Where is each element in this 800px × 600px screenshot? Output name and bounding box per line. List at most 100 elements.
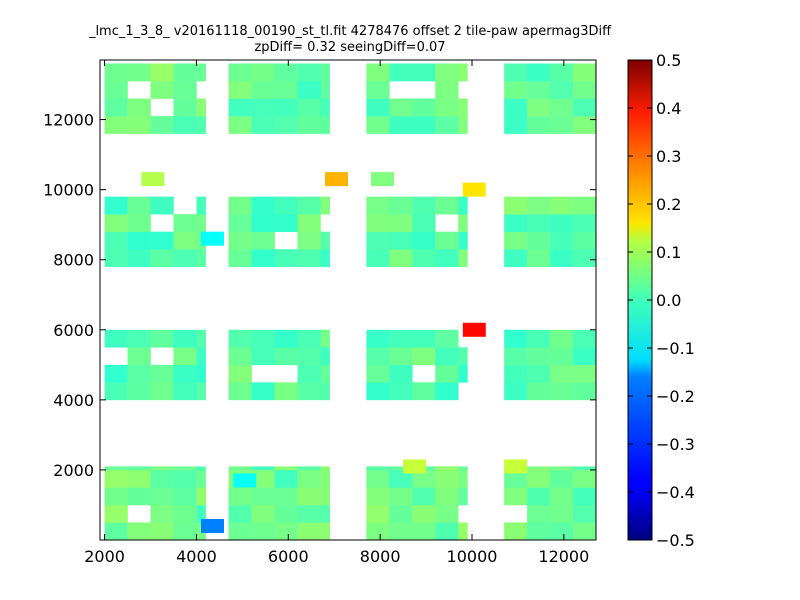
heatmap-cell	[412, 231, 436, 250]
heatmap-cell	[274, 116, 298, 134]
heatmap-cell	[320, 329, 330, 348]
heatmap-cell	[573, 249, 596, 268]
heatmap-cell	[435, 98, 459, 117]
heatmap-cell	[412, 469, 436, 488]
colorbar-axis: 0.5 0.4 0.3 0.2 0.1 0.0 −0.1 −0.2 −0.3 −0.4 −0.5	[628, 51, 695, 550]
heatmap-cell	[504, 347, 528, 366]
heatmap-cell	[320, 487, 330, 506]
heatmap-cell	[320, 63, 330, 82]
heatmap-cell-outlier	[325, 172, 348, 187]
heatmap-cell	[435, 249, 459, 268]
heatmap-cell	[412, 504, 436, 523]
heatmap-cell	[320, 469, 330, 488]
heatmap-cell-outlier	[233, 473, 257, 488]
heatmap-cell	[435, 347, 459, 366]
heatmap-cell	[389, 487, 413, 506]
heatmap-cell	[297, 81, 321, 99]
heatmap-cell	[412, 522, 436, 540]
heatmap-cell-outlier	[504, 459, 528, 474]
heatmap-cell	[104, 382, 128, 401]
heatmap-cell	[527, 487, 551, 506]
heatmap-cell	[173, 469, 197, 488]
heatmap-cell	[435, 231, 459, 250]
heatmap-cell	[527, 364, 551, 383]
heatmap-cell	[435, 469, 459, 488]
heatmap-cell	[228, 214, 252, 232]
heatmap-cell	[389, 98, 413, 117]
heatmap-cell	[104, 249, 128, 268]
heatmap-cell	[228, 487, 252, 506]
colorbar-tick-label: 0.4	[656, 99, 681, 118]
heatmap-cell	[550, 487, 574, 506]
heatmap-cell	[366, 249, 390, 268]
heatmap-cell	[196, 196, 206, 215]
heatmap-cell	[196, 116, 206, 134]
heatmap-cell	[150, 364, 174, 383]
heatmap-cell	[320, 382, 330, 401]
heatmap-cell	[104, 63, 128, 82]
heatmap-cell	[366, 364, 390, 383]
heatmap-cell	[366, 329, 390, 348]
chart-subtitle: zpDiff= 0.32 seeingDiff=0.07	[254, 40, 446, 55]
heatmap-cell	[458, 522, 468, 540]
heatmap-cell	[150, 487, 174, 506]
heatmap-cell	[527, 196, 551, 215]
heatmap-cell	[320, 347, 330, 366]
heatmap-cell	[573, 347, 596, 366]
heatmap-cell	[173, 522, 197, 540]
heatmap-cell	[389, 504, 413, 523]
heatmap-cell	[550, 347, 574, 366]
heatmap-cell	[320, 522, 330, 540]
heatmap-cell	[274, 504, 298, 523]
heatmap-cell	[412, 347, 436, 366]
heatmap-cell	[127, 249, 151, 268]
heatmap-cell	[150, 116, 174, 134]
heatmap-cell	[251, 231, 275, 250]
heatmap-cell	[274, 249, 298, 268]
heatmap-cell	[527, 382, 551, 401]
heatmap-cell	[228, 329, 252, 348]
y-tick-label: 8000	[53, 251, 94, 270]
colorbar-tick-label: 0.3	[656, 147, 681, 166]
heatmap-cell	[274, 214, 298, 232]
heatmap-cell	[297, 469, 321, 488]
heatmap-cell	[104, 522, 128, 540]
heatmap-cell	[297, 504, 321, 523]
heatmap-cell	[297, 231, 321, 250]
heatmap-cell	[150, 522, 174, 540]
heatmap-cell	[504, 196, 528, 215]
heatmap-cell	[251, 116, 275, 134]
heatmap-cell	[573, 504, 596, 523]
heatmap-cell	[127, 329, 151, 348]
heatmap-cell	[435, 466, 459, 471]
heatmap-cell	[127, 116, 151, 134]
heatmap-cell	[458, 214, 468, 232]
heatmap-cell	[297, 116, 321, 134]
heatmap-cell	[127, 487, 151, 506]
heatmap-cell	[251, 522, 275, 540]
heatmap-cell	[274, 382, 298, 401]
heatmap-cell	[435, 63, 459, 82]
heatmap-cell	[196, 249, 206, 268]
heatmap-cell	[173, 329, 197, 348]
heatmap-cell	[573, 196, 596, 215]
heatmap-cell	[104, 116, 128, 134]
heatmap-cell	[251, 214, 275, 232]
heatmap-cell	[527, 466, 551, 471]
heatmap-cell	[458, 63, 468, 82]
heatmap-cell	[458, 466, 468, 471]
heatmap-cell	[127, 469, 151, 488]
heatmap-cell-outlier	[370, 172, 394, 187]
heatmap-cell	[504, 231, 528, 250]
heatmap-cell	[366, 522, 390, 540]
heatmap-cell	[504, 364, 528, 383]
heatmap-cell	[366, 504, 390, 523]
heatmap-cell	[104, 231, 128, 250]
heatmap-cell	[573, 487, 596, 506]
heatmap-cell	[389, 214, 413, 232]
x-axis: 2000 4000 6000 8000 10000 12000	[84, 60, 589, 566]
heatmap-cell	[196, 329, 206, 348]
heatmap-cell	[458, 196, 468, 215]
heatmap-cell	[412, 116, 436, 134]
